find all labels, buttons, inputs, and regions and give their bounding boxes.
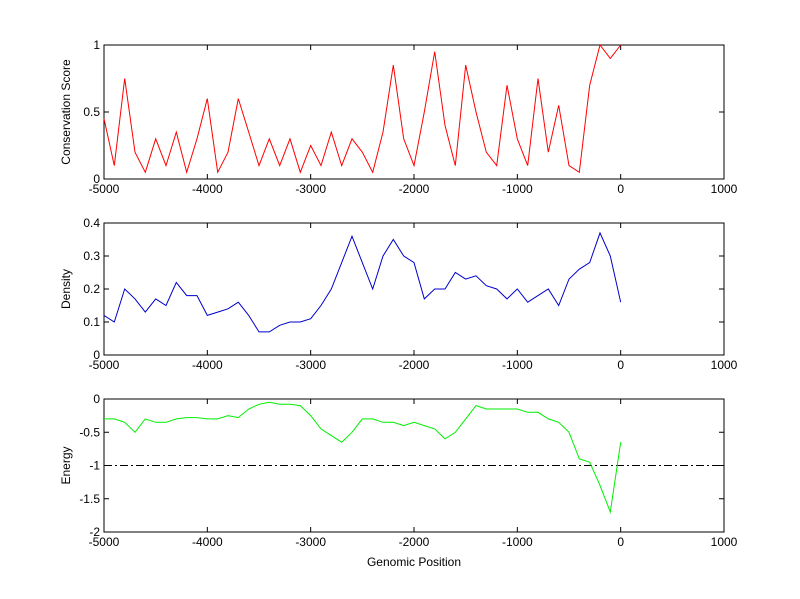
y-tick-label: 0 — [93, 392, 100, 406]
y-tick-label: 0.5 — [83, 105, 100, 119]
x-tick-label: -1000 — [502, 182, 533, 196]
y-tick-label: -1 — [89, 459, 100, 473]
x-tick-label: -2000 — [399, 182, 430, 196]
x-tick-label: -1000 — [502, 535, 533, 549]
x-tick-label: -5000 — [89, 535, 120, 549]
y-tick-label: 1 — [93, 38, 100, 52]
x-axis-label: Genomic Position — [367, 555, 461, 569]
x-tick-label: 0 — [617, 182, 624, 196]
y-tick-label: 0 — [93, 172, 100, 186]
x-tick-label: -1000 — [502, 358, 533, 372]
x-tick-label: 0 — [617, 535, 624, 549]
y-tick-label: 0.4 — [83, 216, 100, 230]
x-tick-label: -3000 — [295, 182, 326, 196]
x-tick-label: 1000 — [711, 182, 738, 196]
x-tick-label: -5000 — [89, 358, 120, 372]
y-tick-label: 0 — [93, 348, 100, 362]
x-tick-label: -3000 — [295, 535, 326, 549]
y-tick-label: 0.3 — [83, 249, 100, 263]
data-line — [103, 43, 622, 175]
y-axis-label: Density — [59, 269, 73, 309]
y-axis-label: Conservation Score — [59, 59, 73, 165]
y-axis-label: Energy — [59, 446, 73, 484]
y-tick-label: 0.2 — [83, 282, 100, 296]
x-tick-label: -5000 — [89, 182, 120, 196]
x-tick-label: -4000 — [192, 182, 223, 196]
data-line — [104, 401, 622, 514]
y-tick-label: -2 — [89, 525, 100, 539]
data-line — [103, 231, 622, 333]
x-tick-label: -4000 — [192, 535, 223, 549]
y-tick-label: -1.5 — [79, 492, 100, 506]
x-tick-label: 0 — [617, 358, 624, 372]
x-tick-label: -4000 — [192, 358, 223, 372]
plot-area — [103, 44, 725, 180]
y-tick-label: -0.5 — [79, 425, 100, 439]
plot-area — [103, 222, 725, 356]
x-tick-label: -3000 — [295, 358, 326, 372]
y-tick-label: 0.1 — [83, 315, 100, 329]
x-tick-label: -2000 — [399, 535, 430, 549]
x-tick-label: 1000 — [711, 535, 738, 549]
x-tick-label: 1000 — [711, 358, 738, 372]
x-tick-label: -2000 — [399, 358, 430, 372]
